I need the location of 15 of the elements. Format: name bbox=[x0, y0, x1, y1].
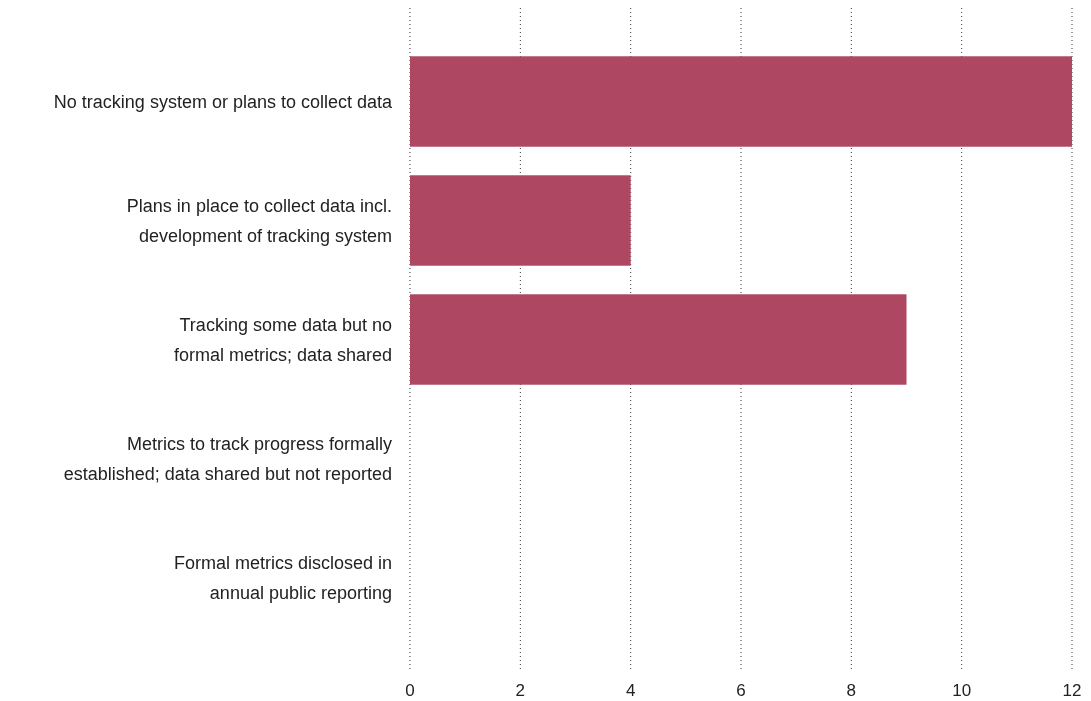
x-tick-label: 12 bbox=[1062, 681, 1082, 700]
y-tick-label: Tracking some data but no formal metrics; data shared bbox=[173, 314, 392, 365]
y-tick-label: No tracking system or plans to collect data bbox=[53, 91, 393, 112]
x-tick-label: 6 bbox=[736, 681, 746, 700]
x-tick-label: 8 bbox=[846, 681, 857, 700]
y-tick-label: Formal metrics disclosed in annual public reporting bbox=[173, 552, 392, 603]
x-tick-label: 0 bbox=[405, 681, 415, 700]
x-tick-label: 2 bbox=[515, 681, 526, 700]
bar bbox=[410, 56, 1072, 147]
y-tick-label: Metrics to track progress formally established; data shared but not reported bbox=[63, 433, 392, 484]
bar bbox=[410, 294, 907, 385]
bar bbox=[410, 175, 631, 266]
x-tick-label: 4 bbox=[625, 681, 636, 700]
y-tick-label: Plans in place to collect data incl. development of tracking system bbox=[126, 195, 392, 246]
x-tick-label: 10 bbox=[952, 681, 972, 700]
